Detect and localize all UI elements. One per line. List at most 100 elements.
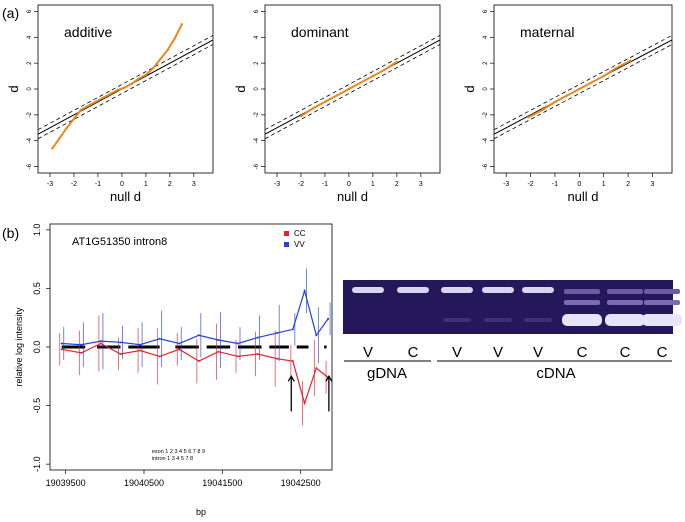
x-tick-label: 1 bbox=[371, 181, 375, 188]
panel-b-label: (b) bbox=[2, 225, 19, 241]
qq-point bbox=[173, 37, 176, 40]
y-tick-label: 0 bbox=[254, 87, 260, 91]
qq-point bbox=[123, 86, 126, 89]
qq-point bbox=[94, 100, 97, 104]
qq-point bbox=[299, 114, 303, 118]
qq-point bbox=[359, 81, 363, 84]
x-tick-label: -2 bbox=[298, 181, 304, 188]
x-tick-label: 1 bbox=[144, 181, 148, 188]
y-tick-label: -4 bbox=[27, 137, 33, 143]
y-tick-label: -2 bbox=[27, 112, 33, 118]
x-tick-label: -1 bbox=[95, 181, 101, 188]
lane-label: C bbox=[408, 344, 419, 361]
qq-point bbox=[137, 77, 140, 80]
plot-title: AT1G51350 intron8 bbox=[72, 236, 167, 248]
y-tick-label: -4 bbox=[254, 137, 260, 143]
qq-point bbox=[101, 96, 104, 100]
lane-label: C bbox=[657, 344, 668, 361]
series-point bbox=[291, 360, 294, 363]
qq-point bbox=[58, 136, 61, 140]
group-label-gdna: gDNA bbox=[367, 365, 407, 382]
plot-title: additive bbox=[64, 24, 112, 40]
qq-point bbox=[166, 49, 169, 52]
y-tick-label: 1.0 bbox=[32, 224, 42, 237]
gel-band-upper bbox=[397, 287, 429, 293]
qq-point bbox=[151, 67, 155, 70]
qq-point bbox=[115, 89, 119, 92]
plot-title: dominant bbox=[291, 24, 349, 40]
qq-plot-1: -3 -2 -1 0 1 2 3 -6 -4 -2 0 2 4 6 additive null d d bbox=[6, 4, 214, 204]
series-point bbox=[303, 402, 306, 405]
qq-point bbox=[553, 100, 557, 104]
y-tick-label: 4 bbox=[254, 35, 260, 39]
y-tick-label: 0 bbox=[483, 87, 489, 91]
series-point bbox=[217, 338, 220, 341]
x-tick-label: 3 bbox=[419, 181, 423, 188]
y-tick-label: 6 bbox=[483, 9, 489, 13]
qq-point bbox=[371, 74, 375, 78]
lane-label: V bbox=[493, 344, 503, 361]
qq-point bbox=[629, 59, 632, 62]
lane-label: V bbox=[452, 344, 462, 361]
qq-point bbox=[130, 82, 133, 86]
series-point bbox=[139, 343, 142, 346]
series-point bbox=[237, 342, 239, 345]
qq-point bbox=[347, 87, 351, 91]
gel-band-trace bbox=[443, 318, 471, 322]
y-tick-label: 6 bbox=[27, 9, 33, 13]
gel-band-faint bbox=[607, 300, 643, 305]
x-tick-label: -3 bbox=[503, 181, 509, 188]
qq-plot-2: -3 -2 -1 0 1 2 3 -6 -4 -2 0 2 4 6 dominant null d d bbox=[233, 4, 441, 204]
envelope-line bbox=[264, 44, 441, 140]
series-point bbox=[237, 355, 239, 358]
series-point bbox=[99, 340, 102, 343]
exon-label: exon 1 2 3 4 5 6 7 8 9 bbox=[152, 449, 205, 455]
series-line-VV bbox=[61, 288, 329, 346]
gel-band-upper bbox=[352, 287, 384, 293]
gel-band-faint bbox=[644, 289, 680, 294]
y-tick-label: 0 bbox=[27, 87, 33, 91]
series-point bbox=[60, 342, 63, 345]
y-tick-label: 2 bbox=[27, 61, 33, 65]
y-tick-label: -2 bbox=[254, 112, 260, 118]
series-point bbox=[178, 348, 181, 351]
gel-band-faint bbox=[564, 300, 600, 305]
y-tick-label: -4 bbox=[483, 137, 489, 143]
x-tick-label: -2 bbox=[527, 181, 533, 188]
qq-point bbox=[65, 126, 68, 129]
series-point bbox=[315, 334, 318, 337]
series-point bbox=[256, 336, 259, 339]
series-line-CC bbox=[61, 342, 329, 406]
series-point bbox=[158, 337, 161, 340]
series-point bbox=[315, 367, 318, 370]
envelope-line bbox=[37, 35, 214, 131]
x-tick-label: -3 bbox=[274, 181, 280, 188]
y-tick-label: -6 bbox=[254, 163, 260, 169]
series-point bbox=[119, 341, 122, 344]
series-point bbox=[327, 317, 330, 320]
envelope-line bbox=[37, 44, 214, 140]
intensity-plot: -1.0 -0.5 0.0 0.5 1.0 19039500 19040500 1904150… bbox=[14, 224, 333, 517]
series-point bbox=[80, 343, 83, 346]
qq-point bbox=[87, 104, 90, 108]
x-tick-label: -1 bbox=[552, 181, 558, 188]
series-point bbox=[119, 353, 122, 356]
series-point bbox=[276, 357, 279, 360]
qq-point bbox=[72, 117, 76, 120]
plot-title: maternal bbox=[520, 24, 574, 40]
qq-point bbox=[180, 23, 184, 26]
qq-point bbox=[614, 67, 618, 70]
qq-point bbox=[383, 68, 387, 71]
series-point bbox=[99, 342, 102, 345]
x-tick-label: 0 bbox=[120, 181, 124, 188]
gel-band-upper bbox=[482, 287, 514, 293]
gel-band-trace bbox=[524, 318, 552, 322]
gel-band-faint bbox=[564, 289, 600, 294]
x-tick-label: 2 bbox=[395, 181, 399, 188]
x-tick-label: -1 bbox=[322, 181, 328, 188]
x-tick-label: 19039500 bbox=[46, 478, 86, 488]
envelope-line bbox=[264, 35, 441, 131]
